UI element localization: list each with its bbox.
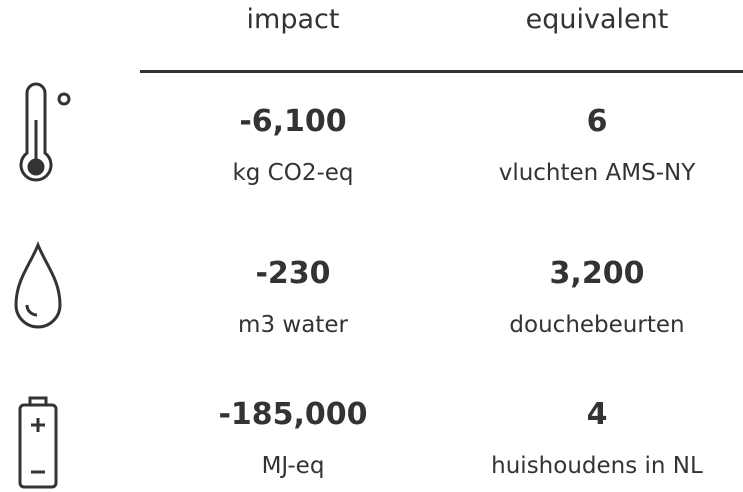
equivalent-value: 3,200	[549, 256, 645, 291]
icons	[14, 82, 71, 489]
equivalent-unit: douchebeurten	[509, 312, 685, 338]
battery-icon	[18, 396, 58, 489]
header-impact: impact	[246, 4, 340, 35]
header-equivalent: equivalent	[525, 4, 669, 35]
header-rule	[140, 70, 743, 73]
equivalent-unit: vluchten AMS-NY	[498, 160, 696, 186]
impact-unit: MJ-eq	[261, 453, 325, 479]
impact-unit: m3 water	[238, 312, 348, 338]
equivalent-value: 6	[586, 104, 608, 139]
impact-value: -230	[255, 256, 331, 291]
equivalent-unit: huishoudens in NL	[491, 453, 703, 479]
impact-value: -185,000	[218, 397, 368, 432]
equivalent-value: 4	[586, 397, 608, 432]
impact-value: -6,100	[239, 104, 347, 139]
drop-icon	[14, 240, 62, 329]
impact-unit: kg CO2-eq	[232, 160, 354, 186]
thermometer-icon	[19, 82, 71, 182]
